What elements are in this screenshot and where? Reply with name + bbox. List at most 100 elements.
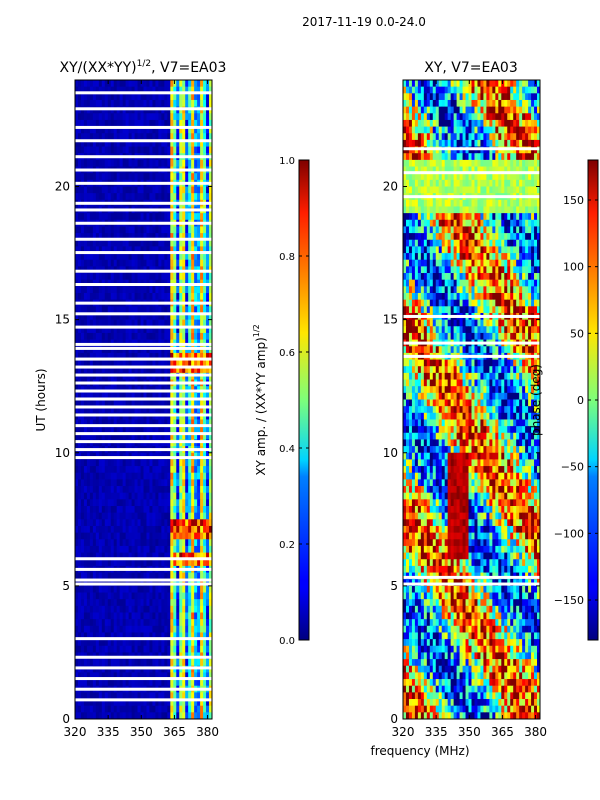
heatmap-cell <box>176 532 180 540</box>
heatmap-cell <box>194 459 198 467</box>
heatmap-cell <box>89 86 94 94</box>
heatmap-cell <box>75 293 79 301</box>
heatmap-cell <box>206 506 210 514</box>
heatmap-cell <box>140 319 144 327</box>
heatmap-cell <box>128 259 132 267</box>
heatmap-cell <box>131 352 135 360</box>
heatmap-cell <box>122 332 127 340</box>
heatmap-cell <box>122 552 127 560</box>
heatmap-cell <box>188 239 192 247</box>
heatmap-cell <box>486 113 490 121</box>
heatmap-cell <box>197 326 201 334</box>
heatmap-cell <box>95 472 100 480</box>
heatmap-cell <box>525 80 529 88</box>
heatmap-cell <box>80 133 85 141</box>
heatmap-cell <box>131 699 135 707</box>
heatmap-cell <box>185 392 189 400</box>
heatmap-cell <box>167 119 171 127</box>
heatmap-cell <box>146 359 150 367</box>
heatmap-cell <box>423 139 428 147</box>
heatmap-cell <box>137 113 141 121</box>
heatmap-cell <box>92 612 97 620</box>
heatmap-cell <box>483 93 487 101</box>
heatmap-cell <box>146 326 150 334</box>
heatmap-cell <box>209 399 213 407</box>
heatmap-cell <box>131 253 135 261</box>
heatmap-cell <box>161 133 165 141</box>
heatmap-cell <box>110 612 115 620</box>
heatmap-cell <box>149 99 153 108</box>
heatmap-cell <box>140 80 144 88</box>
heatmap-cell <box>128 705 132 713</box>
heatmap-cell <box>89 419 94 427</box>
heatmap-cell <box>77 99 82 108</box>
heatmap-cell <box>531 139 535 147</box>
heatmap-cell <box>191 286 195 294</box>
heatmap-cell <box>107 312 112 321</box>
x-tick-label: 380 <box>196 725 219 739</box>
heatmap-cell <box>516 106 520 114</box>
heatmap-cell <box>197 213 201 221</box>
heatmap-cell <box>143 233 147 241</box>
x-tick-label: 320 <box>64 725 87 739</box>
heatmap-cell <box>98 525 103 534</box>
heatmap-cell <box>534 86 538 94</box>
heatmap-cell <box>408 133 413 141</box>
heatmap-cell <box>176 592 180 600</box>
heatmap-cell <box>191 253 195 261</box>
heatmap-cell <box>155 399 159 407</box>
heatmap-cell <box>423 99 428 108</box>
heatmap-cell <box>203 659 207 667</box>
heatmap-cell <box>191 525 195 534</box>
amplitude-colorbar-ticks: 0.00.20.40.60.81.0 <box>279 156 309 647</box>
heatmap-cell <box>179 312 183 321</box>
heatmap-cell <box>537 139 541 147</box>
heatmap-cell <box>119 659 124 667</box>
heatmap-cell <box>191 80 195 88</box>
heatmap-cell <box>83 259 88 267</box>
heatmap-cell <box>125 133 130 141</box>
heatmap-cell <box>128 506 132 514</box>
heatmap-cell <box>131 146 135 154</box>
heatmap-cell <box>185 632 189 640</box>
heatmap-cell <box>137 86 141 94</box>
heatmap-cell <box>83 672 88 680</box>
heatmap-cell <box>188 486 192 494</box>
heatmap-cell <box>435 126 440 134</box>
heatmap-cell <box>167 519 171 527</box>
heatmap-cell <box>525 113 529 121</box>
heatmap-cell <box>173 259 177 267</box>
heatmap-cell <box>182 233 186 241</box>
heatmap-cell <box>122 712 127 720</box>
heatmap-cell <box>203 319 207 327</box>
heatmap-cell <box>456 139 460 147</box>
heatmap-cell <box>200 173 204 181</box>
heatmap-cell <box>155 459 159 467</box>
heatmap-cell <box>403 93 407 101</box>
heatmap-cell <box>92 293 97 301</box>
heatmap-cell <box>200 366 204 374</box>
heatmap-cell <box>134 619 138 627</box>
heatmap-cell <box>170 359 174 367</box>
heatmap-cell <box>77 193 82 201</box>
heatmap-cell <box>128 233 132 241</box>
heatmap-cell <box>200 293 204 301</box>
heatmap-cell <box>149 599 153 607</box>
heatmap-cell <box>77 512 82 520</box>
heatmap-cell <box>98 712 103 720</box>
heatmap-cell <box>158 359 162 367</box>
heatmap-cell <box>116 479 121 487</box>
heatmap-cell <box>191 226 195 234</box>
heatmap-cell <box>197 512 201 520</box>
heatmap-cell <box>170 612 174 620</box>
heatmap-cell <box>164 619 168 627</box>
heatmap-cell <box>75 672 79 680</box>
heatmap-cell <box>209 499 213 507</box>
heatmap-cell <box>107 399 112 407</box>
heatmap-cell <box>197 359 201 367</box>
heatmap-cell <box>95 679 100 687</box>
heatmap-cell <box>426 106 431 114</box>
heatmap-cell <box>170 186 174 194</box>
heatmap-cell <box>75 659 79 667</box>
heatmap-cell <box>194 692 198 700</box>
